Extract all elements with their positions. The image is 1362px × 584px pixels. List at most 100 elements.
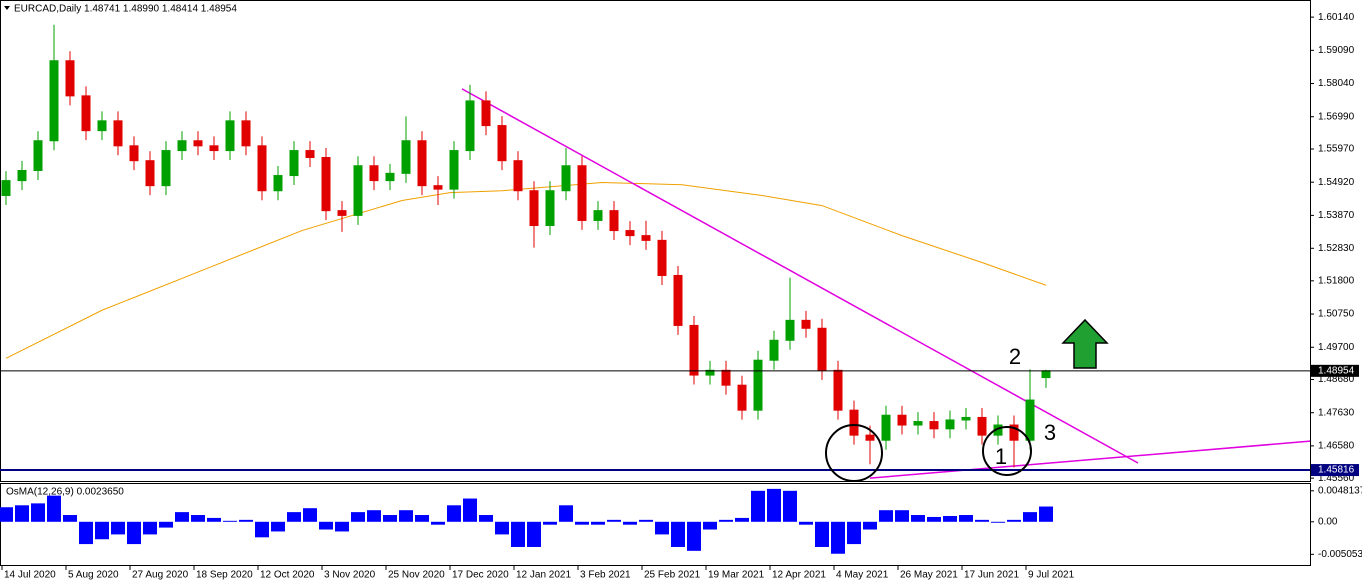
candle-body	[65, 60, 75, 97]
x-tick-label: 12 Jan 2021	[516, 570, 571, 581]
candle-body	[545, 190, 555, 227]
x-tick-label: 25 Feb 2021	[644, 570, 701, 581]
x-tick-label: 19 Mar 2021	[708, 570, 765, 581]
candle-body	[1, 180, 11, 196]
y-tick-label: 1.59090	[1318, 45, 1355, 56]
histogram-bar	[751, 490, 765, 522]
candle-body	[385, 172, 395, 182]
candle-body	[353, 165, 363, 216]
circle-marker	[825, 424, 883, 482]
y-tick-label: 1.60140	[1318, 12, 1355, 23]
candle-body	[513, 160, 523, 192]
histogram-bar	[975, 519, 989, 522]
candle-body	[817, 327, 827, 371]
histogram-bar	[159, 521, 173, 528]
histogram-bar	[191, 515, 205, 522]
annotation: 2	[1009, 344, 1021, 369]
x-tick-label: 12 Apr 2021	[772, 570, 826, 581]
y-tick-label: 1.48680	[1318, 374, 1355, 385]
candle-body	[1025, 399, 1035, 441]
histogram-bar	[687, 521, 701, 551]
y-tick-label: 1.55970	[1318, 144, 1355, 155]
histogram-bar	[815, 521, 829, 547]
histogram-bar	[1023, 512, 1037, 522]
candle-body	[465, 100, 475, 152]
candle-body	[257, 145, 267, 192]
candle-body	[289, 150, 299, 177]
candle-body	[305, 150, 315, 159]
histogram-bar	[783, 490, 797, 522]
histogram-bar	[0, 507, 13, 522]
histogram-bar	[303, 508, 317, 522]
candle-body	[961, 416, 971, 421]
histogram-bar	[639, 519, 653, 522]
chart-title: EURCAD,Daily 1.48741 1.48990 1.48414 1.4…	[14, 4, 237, 15]
annotation: 1	[995, 444, 1007, 469]
candle-body	[881, 414, 891, 441]
histogram-bar	[943, 515, 957, 522]
candle-body	[785, 319, 795, 341]
candle-body	[337, 210, 347, 216]
histogram-bar	[575, 521, 589, 525]
y-tick-label: 1.52830	[1318, 243, 1355, 254]
overlay-line	[461, 88, 1139, 464]
y-tick-label: 1.51800	[1318, 275, 1355, 286]
histogram-bar	[127, 521, 141, 545]
histogram-bar	[927, 516, 941, 522]
overlay-line	[869, 440, 1311, 479]
candle-body	[177, 140, 187, 152]
menu-triangle[interactable]	[4, 6, 10, 10]
candle-body	[833, 369, 843, 411]
histogram-bar	[367, 510, 381, 522]
x-tick-label: 4 May 2021	[836, 570, 889, 581]
histogram-bar	[847, 521, 861, 545]
histogram-bar	[63, 515, 77, 522]
histogram-bar	[415, 515, 429, 522]
histogram-bar	[767, 488, 781, 522]
y-tick-label: 1.58040	[1318, 78, 1355, 89]
histogram-bar	[607, 519, 621, 522]
candle-body	[641, 235, 651, 241]
candle-body	[769, 339, 779, 361]
price-label-box	[1311, 364, 1359, 377]
x-tick-label: 14 Jul 2020	[4, 570, 56, 581]
y-tick-label: 1.50750	[1318, 309, 1355, 320]
histogram-bar	[431, 521, 445, 525]
histogram-bar	[479, 515, 493, 522]
candle-body	[369, 165, 379, 182]
histogram-bar	[47, 495, 61, 522]
histogram-bar	[31, 503, 45, 522]
histogram-bar	[1039, 506, 1053, 522]
candle-body	[145, 160, 155, 187]
y-tick-label: -0.005053	[1318, 549, 1362, 560]
price-label: 1.45816	[1318, 465, 1355, 476]
histogram-bar	[671, 521, 685, 547]
histogram-bar	[831, 521, 845, 554]
x-tick-label: 18 Sep 2020	[196, 570, 253, 581]
candle-body	[1009, 424, 1019, 441]
y-tick-label: 1.53870	[1318, 210, 1355, 221]
candle-body	[97, 120, 107, 132]
histogram-bar	[543, 521, 557, 525]
candle-body	[609, 210, 619, 232]
candle-body	[849, 409, 859, 436]
candle-body	[737, 384, 747, 411]
histogram-bar	[383, 515, 397, 522]
candle-body	[193, 140, 203, 147]
y-tick-label: 0.00	[1318, 516, 1338, 527]
histogram-bar	[399, 510, 413, 522]
histogram-bar	[335, 521, 349, 532]
y-tick-label: 1.54920	[1318, 177, 1355, 188]
x-tick-label: 9 Jul 2021	[1028, 570, 1075, 581]
y-tick-label: 1.56990	[1318, 111, 1355, 122]
histogram-bar	[799, 521, 813, 525]
histogram-bar	[495, 521, 509, 535]
x-tick-label: 17 Dec 2020	[452, 570, 509, 581]
candle-body	[673, 274, 683, 326]
histogram-bar	[111, 521, 125, 535]
candle-body	[705, 369, 715, 376]
candle-body	[17, 169, 27, 182]
candle-body	[657, 239, 667, 276]
candle-body	[625, 230, 635, 237]
